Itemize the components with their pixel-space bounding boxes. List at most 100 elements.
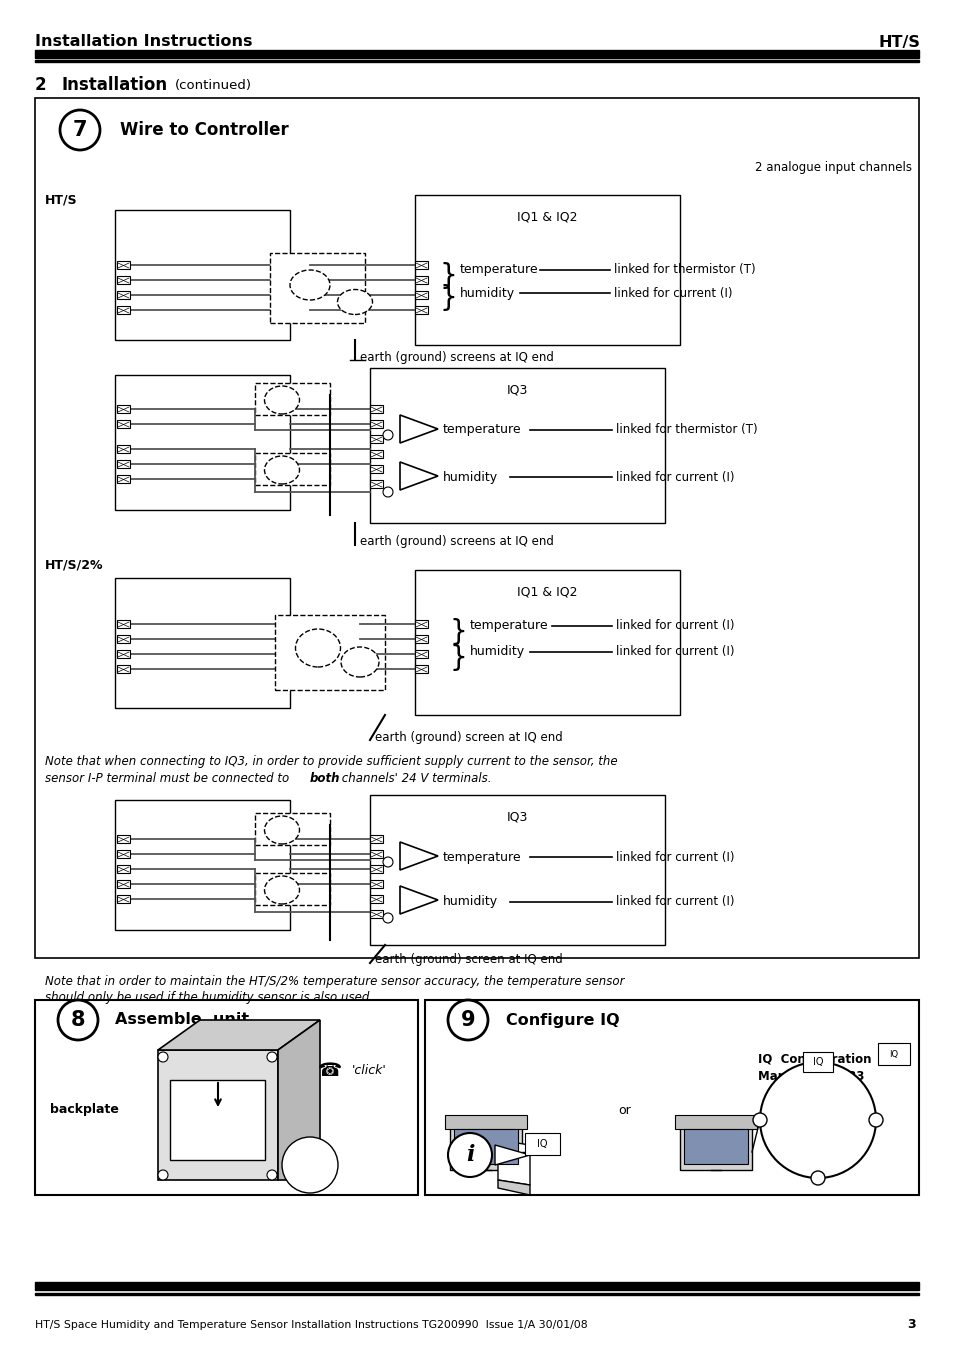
Bar [117, 620, 130, 628]
Bar [117, 835, 130, 844]
Text: Assemble  unit: Assemble unit [115, 1013, 249, 1028]
Text: linked for current (I): linked for current (I) [614, 287, 732, 299]
Circle shape [752, 1113, 766, 1127]
Text: 3: 3 [906, 1319, 915, 1331]
Text: 2: 2 [35, 76, 47, 93]
Bar [370, 420, 382, 428]
Bar [117, 475, 130, 483]
Text: Wire to Controller: Wire to Controller [120, 121, 289, 139]
Ellipse shape [290, 269, 330, 301]
Polygon shape [495, 1145, 530, 1164]
Bar [370, 481, 382, 487]
Text: linked for current (I): linked for current (I) [616, 895, 734, 909]
Bar [524, 1133, 559, 1155]
Bar [115, 578, 290, 708]
Text: IQ  Configuration: IQ Configuration [758, 1053, 871, 1067]
Bar [117, 261, 130, 269]
Bar [415, 665, 428, 673]
Text: should only be used if the humidity sensor is also used.: should only be used if the humidity sens… [45, 991, 373, 1005]
Text: sensor I-P terminal must be connected to: sensor I-P terminal must be connected to [45, 772, 293, 784]
Text: HT/S: HT/S [45, 194, 77, 207]
Bar [802, 1052, 832, 1072]
Text: IQ3: IQ3 [506, 811, 528, 823]
Text: IQ: IQ [537, 1139, 547, 1150]
Bar [117, 405, 130, 413]
Text: ☎: ☎ [317, 1060, 342, 1079]
Text: Note that in order to maintain the HT/S/2% temperature sensor accuracy, the temp: Note that in order to maintain the HT/S/… [45, 975, 624, 988]
Polygon shape [497, 1179, 530, 1196]
Text: humidity: humidity [442, 895, 497, 909]
Text: IQ: IQ [888, 1049, 898, 1059]
Bar [415, 291, 428, 299]
Text: HT/S: HT/S [877, 34, 919, 50]
Text: humidity: humidity [470, 646, 524, 658]
Text: Installation Instructions: Installation Instructions [35, 34, 253, 50]
Bar [115, 210, 290, 340]
Bar [35, 97, 918, 959]
Bar [415, 620, 428, 628]
Bar [35, 1001, 417, 1196]
Bar [424, 1001, 918, 1196]
Bar [117, 865, 130, 873]
Bar [415, 261, 428, 269]
Bar [117, 291, 130, 299]
Bar [675, 1116, 757, 1129]
Text: both: both [310, 772, 340, 784]
Bar [117, 895, 130, 903]
Circle shape [448, 1001, 488, 1040]
Circle shape [282, 1137, 337, 1193]
Bar [117, 850, 130, 858]
Bar [370, 435, 382, 443]
Bar [254, 812, 330, 845]
Ellipse shape [340, 647, 378, 677]
Bar [117, 460, 130, 468]
Circle shape [382, 857, 393, 867]
Bar [415, 276, 428, 284]
Circle shape [382, 487, 393, 497]
Bar [117, 445, 130, 454]
Circle shape [158, 1052, 168, 1062]
Text: or: or [618, 1104, 631, 1117]
Bar [370, 795, 664, 945]
Bar [370, 368, 664, 523]
Ellipse shape [264, 816, 299, 844]
Circle shape [448, 1133, 492, 1177]
Circle shape [810, 1055, 824, 1070]
Polygon shape [158, 1020, 319, 1049]
Bar [683, 1129, 747, 1164]
Bar [370, 895, 382, 903]
Bar [35, 60, 918, 62]
Circle shape [382, 913, 393, 923]
Text: Manual 90-1533: Manual 90-1533 [758, 1071, 863, 1083]
Bar [270, 253, 365, 324]
Text: temperature: temperature [442, 850, 521, 864]
Text: i: i [465, 1144, 474, 1166]
Bar [115, 800, 290, 930]
Bar [370, 880, 382, 888]
Bar [679, 1124, 751, 1170]
Bar [415, 306, 428, 314]
Text: linked for current (I): linked for current (I) [616, 470, 734, 483]
Ellipse shape [264, 456, 299, 483]
Text: backplate: backplate [50, 1104, 119, 1117]
Bar [158, 1049, 277, 1179]
Circle shape [382, 431, 393, 440]
Bar [370, 405, 382, 413]
Circle shape [868, 1113, 882, 1127]
Text: earth (ground) screen at IQ end: earth (ground) screen at IQ end [375, 953, 562, 967]
Bar [370, 865, 382, 873]
Bar [454, 1129, 517, 1164]
Text: IQ: IQ [812, 1057, 822, 1067]
Text: channels' 24 V terminals.: channels' 24 V terminals. [337, 772, 491, 784]
Bar [415, 635, 428, 643]
Text: 'click': 'click' [352, 1063, 386, 1076]
Circle shape [267, 1170, 276, 1179]
Bar [117, 420, 130, 428]
Ellipse shape [337, 290, 372, 314]
Bar [117, 665, 130, 673]
Bar [35, 1293, 918, 1294]
Circle shape [760, 1062, 875, 1178]
Text: IQ1 & IQ2: IQ1 & IQ2 [517, 585, 578, 598]
Text: humidity: humidity [459, 287, 515, 299]
Polygon shape [399, 462, 437, 490]
